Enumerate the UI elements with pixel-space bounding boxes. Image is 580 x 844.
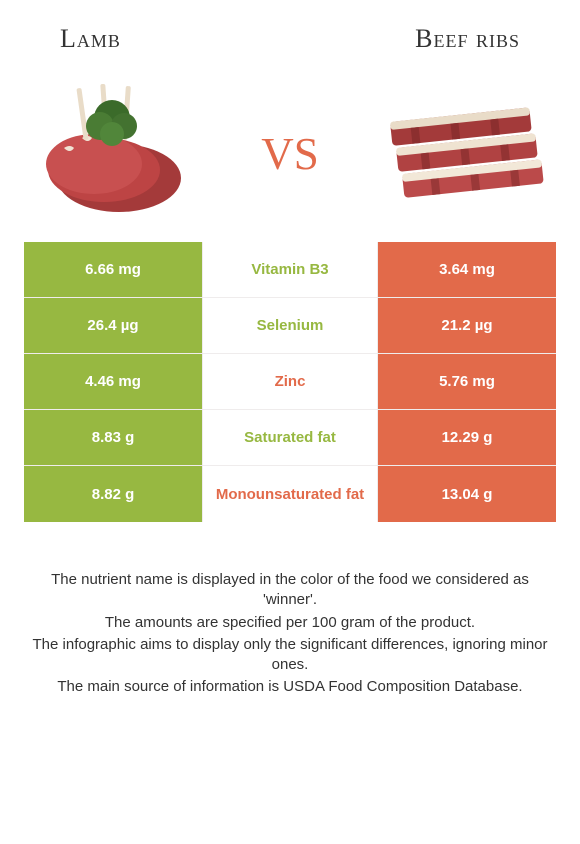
right-value: 13.04 g [378,466,556,522]
left-value: 4.46 mg [24,354,202,409]
table-row: 8.83 gSaturated fat12.29 g [24,410,556,466]
right-food-title: Beef ribs [415,24,520,54]
nutrient-name: Zinc [202,354,378,409]
right-value: 12.29 g [378,410,556,465]
left-value: 6.66 mg [24,242,202,297]
header: Lamb Beef ribs [0,0,580,70]
footnote-line: The amounts are specified per 100 gram o… [24,613,556,633]
vs-label: vs [261,111,319,185]
images-row: vs [0,70,580,242]
nutrient-name: Saturated fat [202,410,378,465]
nutrient-name: Selenium [202,298,378,353]
table-row: 26.4 µgSelenium21.2 µg [24,298,556,354]
left-value: 26.4 µg [24,298,202,353]
left-value: 8.83 g [24,410,202,465]
footnotes: The nutrient name is displayed in the co… [0,522,580,698]
nutrient-name: Vitamin B3 [202,242,378,297]
right-value: 5.76 mg [378,354,556,409]
left-food-title: Lamb [60,24,121,54]
nutrient-name: Monounsaturated fat [202,466,378,522]
table-row: 6.66 mgVitamin B33.64 mg [24,242,556,298]
left-food-image [24,78,204,218]
right-food-image [376,78,556,218]
table-row: 8.82 gMonounsaturated fat13.04 g [24,466,556,522]
footnote-line: The main source of information is USDA F… [24,677,556,697]
left-value: 8.82 g [24,466,202,522]
right-value: 3.64 mg [378,242,556,297]
comparison-table: 6.66 mgVitamin B33.64 mg26.4 µgSelenium2… [0,242,580,522]
footnote-line: The nutrient name is displayed in the co… [24,570,556,611]
footnote-line: The infographic aims to display only the… [24,635,556,676]
right-value: 21.2 µg [378,298,556,353]
table-row: 4.46 mgZinc5.76 mg [24,354,556,410]
